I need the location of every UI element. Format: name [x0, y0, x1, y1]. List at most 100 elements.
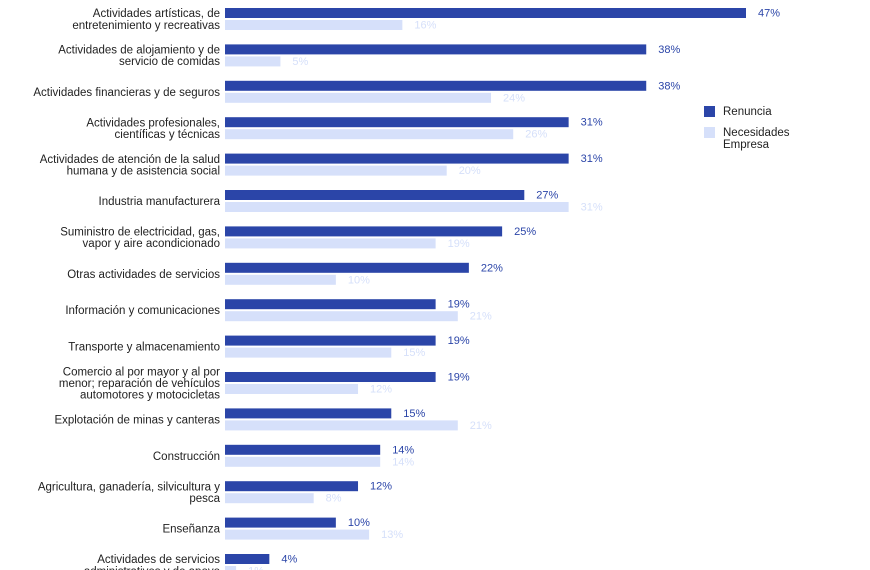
bar-necesidades-empresa-9 — [225, 311, 458, 322]
bar-necesidades-empresa-8 — [225, 274, 336, 285]
bar-renuncia-12 — [225, 408, 392, 419]
legend-label-renuncia: Renuncia — [723, 106, 772, 118]
category-label-16: Actividades de serviciosadministrativos … — [84, 554, 220, 570]
bar-necesidades-empresa-1 — [225, 20, 403, 30]
category-label-line: Actividades de atención de la salud — [40, 154, 220, 166]
bar-necesidades-empresa-16 — [225, 566, 237, 570]
value-label-renuncia-8: 22% — [481, 262, 503, 274]
value-label-necesidades-empresa-8: 10% — [348, 274, 370, 286]
bar-renuncia-11 — [225, 372, 436, 382]
bar-necesidades-empresa-3 — [225, 92, 492, 103]
value-label-necesidades-empresa-10: 15% — [403, 347, 425, 359]
bar-renuncia-15 — [225, 517, 336, 528]
category-label-line: Otras actividades de servicios — [67, 269, 220, 281]
value-label-necesidades-empresa-2: 5% — [292, 56, 308, 68]
bar-necesidades-empresa-2 — [225, 56, 281, 67]
value-label-group: 47% 16% 38% 5% 38% 24% 31% 26% 31% 20% 27% 31% 25% 19… — [248, 8, 780, 570]
value-label-renuncia-9: 19% — [448, 299, 470, 311]
category-label-7: Suministro de electricidad, gas, vapor y … — [60, 227, 220, 251]
value-label-necesidades-empresa-9: 21% — [470, 311, 492, 323]
value-label-necesidades-empresa-15: 13% — [381, 529, 403, 541]
legend-label-line: Necesidades — [723, 127, 790, 139]
value-label-necesidades-empresa-7: 19% — [448, 238, 470, 250]
bar-renuncia-3 — [225, 80, 647, 91]
bar-necesidades-empresa-11 — [225, 384, 359, 394]
bar-necesidades-empresa-10 — [225, 347, 392, 358]
bar-renuncia-6 — [225, 190, 525, 200]
legend-swatch-renuncia — [704, 106, 715, 117]
value-label-renuncia-7: 25% — [514, 226, 536, 238]
bar-renuncia-13 — [225, 444, 381, 455]
category-label-line: automotores y motocicletas — [80, 390, 220, 402]
value-label-renuncia-13: 14% — [392, 444, 414, 456]
value-label-necesidades-empresa-13: 14% — [392, 456, 414, 468]
bar-group — [225, 8, 746, 570]
value-label-necesidades-empresa-11: 12% — [370, 384, 392, 396]
value-label-renuncia-4: 31% — [581, 117, 603, 129]
category-label-12: Explotación de minas y canteras — [54, 414, 220, 426]
category-label-line: Suministro de electricidad, gas, — [60, 227, 220, 239]
bar-necesidades-empresa-7 — [225, 238, 436, 249]
category-label-line: menor; reparación de vehículos — [59, 378, 220, 390]
category-label-line: Enseñanza — [162, 524, 220, 536]
bar-renuncia-4 — [225, 117, 569, 128]
bar-necesidades-empresa-5 — [225, 165, 447, 176]
value-label-renuncia-5: 31% — [581, 153, 603, 165]
value-label-necesidades-empresa-1: 16% — [414, 20, 436, 32]
category-label-line: Explotación de minas y canteras — [54, 414, 220, 426]
bar-necesidades-empresa-15 — [225, 529, 370, 540]
category-label-line: pesca — [189, 493, 220, 505]
value-label-necesidades-empresa-12: 21% — [470, 420, 492, 432]
value-label-renuncia-3: 38% — [658, 80, 680, 92]
category-label-line: Información y comunicaciones — [65, 305, 220, 317]
category-label-line: científicas y técnicas — [115, 129, 221, 141]
category-label-3: Actividades financieras y de seguros — [33, 87, 220, 99]
value-label-renuncia-6: 27% — [536, 190, 558, 202]
bar-renuncia-5 — [225, 153, 569, 164]
bar-renuncia-8 — [225, 262, 469, 273]
bar-renuncia-7 — [225, 226, 503, 237]
category-label-line: Industria manufacturera — [99, 196, 221, 208]
value-label-renuncia-14: 12% — [370, 481, 392, 493]
category-label-line: Actividades financieras y de seguros — [33, 87, 220, 99]
bar-necesidades-empresa-4 — [225, 129, 514, 140]
bar-renuncia-2 — [225, 44, 647, 55]
bar-renuncia-16 — [225, 554, 270, 564]
category-label-line: entretenimiento y recreativas — [72, 20, 220, 32]
bar-necesidades-empresa-6 — [225, 202, 569, 212]
legend-swatch-necesidades-empresa — [704, 127, 715, 138]
value-label-renuncia-16: 4% — [281, 554, 297, 566]
category-label-11: Comercio al por mayor y al por menor; rep… — [59, 366, 220, 401]
category-label-line: Actividades de alojamiento y de — [58, 45, 220, 57]
bar-necesidades-empresa-12 — [225, 420, 458, 431]
category-label-5: Actividades de atención de la salud human… — [40, 154, 220, 178]
value-label-renuncia-2: 38% — [658, 44, 680, 56]
bar-renuncia-9 — [225, 299, 436, 310]
category-label-line: Comercio al por mayor y al por — [63, 366, 220, 378]
category-label-line: administrativos y de apoyo — [84, 566, 220, 570]
legend-label-necesidades-empresa: Necesidades Empresa — [723, 127, 793, 151]
value-label-necesidades-empresa-14: 8% — [326, 493, 342, 505]
category-label-line: Actividades profesionales, — [86, 117, 220, 129]
category-label-9: Información y comunicaciones — [65, 305, 220, 317]
value-label-necesidades-empresa-6: 31% — [581, 202, 603, 214]
category-label-2: Actividades de alojamiento y de servicio … — [58, 45, 220, 69]
bar-renuncia-1 — [225, 8, 746, 18]
value-label-renuncia-10: 19% — [448, 335, 470, 347]
category-label-line: Construcción — [153, 451, 220, 463]
value-label-renuncia-15: 10% — [348, 517, 370, 529]
value-label-renuncia-1: 47% — [758, 8, 780, 20]
category-label-line: servicio de comidas — [119, 56, 220, 68]
value-label-necesidades-empresa-4: 26% — [525, 129, 547, 141]
category-label-line: Actividades de servicios — [97, 554, 220, 566]
bar-renuncia-14 — [225, 481, 359, 492]
value-label-renuncia-11: 19% — [448, 372, 470, 384]
category-label-4: Actividades profesionales, científicas y … — [86, 117, 220, 141]
category-label-1: Actividades artísticas, de entretenimient… — [72, 8, 220, 32]
category-label-8: Otras actividades de servicios — [67, 269, 220, 281]
category-label-group: Actividades artísticas, de entretenimient… — [33, 8, 220, 570]
category-label-line: Transporte y almacenamiento — [68, 342, 220, 354]
category-label-line: Actividades artísticas, de — [93, 8, 220, 20]
bar-renuncia-10 — [225, 335, 436, 346]
